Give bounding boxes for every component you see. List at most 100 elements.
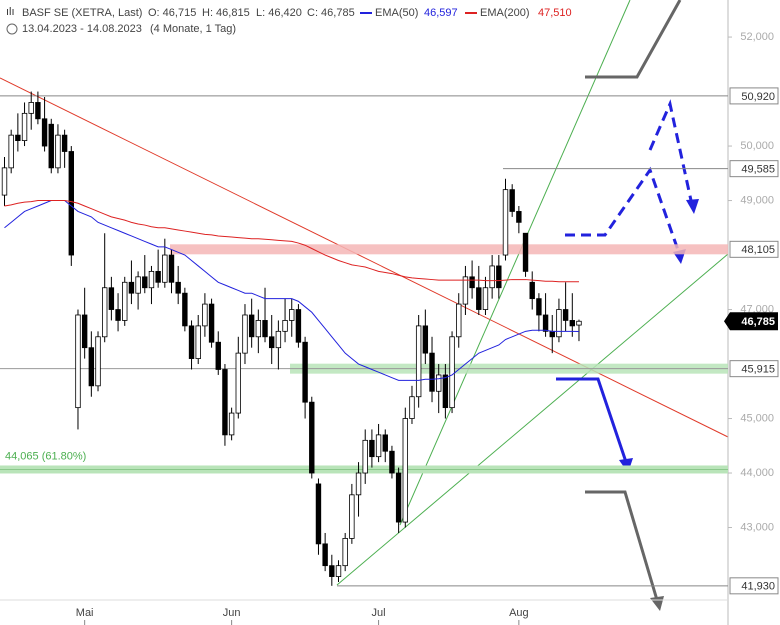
candle-body: [282, 320, 288, 332]
candle-body: [435, 374, 442, 392]
candle-body: [222, 369, 228, 436]
candle-body: [61, 134, 68, 152]
ohlc-label: O: 46,715: [148, 7, 196, 19]
level-box: [729, 240, 779, 258]
legend-label: EMA(200): [480, 7, 530, 19]
candle-body: [108, 287, 115, 310]
candle-body: [342, 538, 348, 567]
ema-line: [4, 200, 579, 381]
candle-body: [442, 374, 449, 409]
ema-line: [4, 200, 579, 283]
icon: ılı: [6, 6, 15, 18]
period: 13.04.2023 - 14.08.2023: [22, 23, 142, 35]
candle-body: [369, 439, 375, 458]
scenario-arrow: [585, 0, 682, 79]
candle-body: [542, 314, 549, 332]
candle-body: [122, 281, 128, 321]
candle-body: [75, 314, 81, 409]
y-tick-label: 52,000: [740, 31, 774, 43]
candle-body: [522, 232, 529, 272]
candle-body: [476, 287, 482, 310]
candle-body: [188, 325, 195, 359]
arrow-head: [686, 199, 699, 214]
scenario-arrow: [648, 99, 694, 206]
candle-body: [1, 167, 8, 196]
candle-body: [422, 325, 429, 354]
candle-body: [556, 309, 562, 338]
candle-body: [389, 450, 395, 474]
candle-body: [349, 494, 355, 539]
candle-body: [115, 309, 121, 321]
candle-body: [215, 341, 221, 370]
candle-body: [162, 254, 168, 283]
candle-body: [242, 314, 248, 354]
candle-body: [395, 472, 402, 523]
candle-body: [128, 281, 135, 294]
level-box: [729, 160, 779, 178]
candle-body: [195, 325, 201, 359]
candle-body: [95, 336, 101, 387]
candle-body: [268, 336, 275, 349]
candle-body: [469, 276, 475, 289]
level-label: 48,105: [741, 244, 775, 256]
candle-body: [15, 134, 21, 141]
clock-icon: [6, 23, 18, 35]
ohlc-label: L: 46,420: [256, 7, 302, 19]
level-zone: [170, 244, 728, 255]
candle-body: [516, 211, 522, 223]
candle-body: [81, 314, 88, 349]
candle-body: [482, 287, 489, 310]
candle-body: [35, 102, 41, 120]
candle-body: [102, 287, 108, 338]
candle-body: [409, 396, 415, 419]
candle-body: [175, 281, 181, 294]
scenario-arrow: [585, 490, 659, 601]
ohlc-label: C: 46,785: [307, 7, 355, 19]
chart-title: BASF SE (XETRA, Last): [22, 7, 142, 19]
candle-body: [355, 472, 362, 496]
header: ılı BASF SE (XETRA, Last) O: 46,715 H: 4…: [6, 6, 355, 35]
last-price-label: 46,785: [741, 316, 775, 328]
candle-body: [68, 151, 74, 256]
candle-body: [335, 565, 342, 577]
candle-body: [489, 265, 495, 289]
candle-body: [496, 265, 502, 289]
candle-body: [309, 401, 315, 474]
candle-body: [228, 412, 235, 436]
candle-body: [295, 309, 302, 343]
candle-body: [55, 134, 61, 169]
y-tick-label: 50,000: [740, 140, 774, 152]
candle-body: [21, 112, 28, 141]
scenario-arrow: [565, 166, 681, 254]
candle-body: [202, 303, 208, 327]
candle-body: [262, 320, 268, 338]
candle-body: [255, 320, 262, 338]
trend-line: [336, 253, 729, 586]
last-price-box: [724, 312, 778, 331]
level-label: 45,915: [741, 364, 775, 376]
candle-body: [462, 276, 469, 305]
candle-body: [168, 254, 175, 283]
level-box: [729, 87, 779, 105]
candle-body: [569, 320, 575, 327]
candle-body: [315, 483, 322, 545]
candle-body: [329, 565, 335, 577]
y-tick-label: 49,000: [740, 194, 774, 206]
candle-body: [375, 434, 382, 458]
candle-body: [362, 439, 368, 474]
trend-line: [399, 0, 631, 526]
candle-body: [429, 352, 435, 392]
candle-body: [182, 292, 188, 327]
candle-body: [576, 320, 582, 326]
legend-value: 46,597: [424, 7, 458, 19]
x-tick-label: Mai: [76, 607, 94, 619]
x-tick-label: Aug: [509, 607, 529, 619]
level-label: 41,930: [741, 581, 775, 593]
legend-label: EMA(50): [375, 7, 418, 19]
trend-line: [0, 77, 729, 438]
level-label: 50,920: [741, 91, 775, 103]
candle-body: [449, 336, 455, 409]
level-label: 49,585: [741, 164, 775, 176]
candle-body: [41, 118, 48, 147]
